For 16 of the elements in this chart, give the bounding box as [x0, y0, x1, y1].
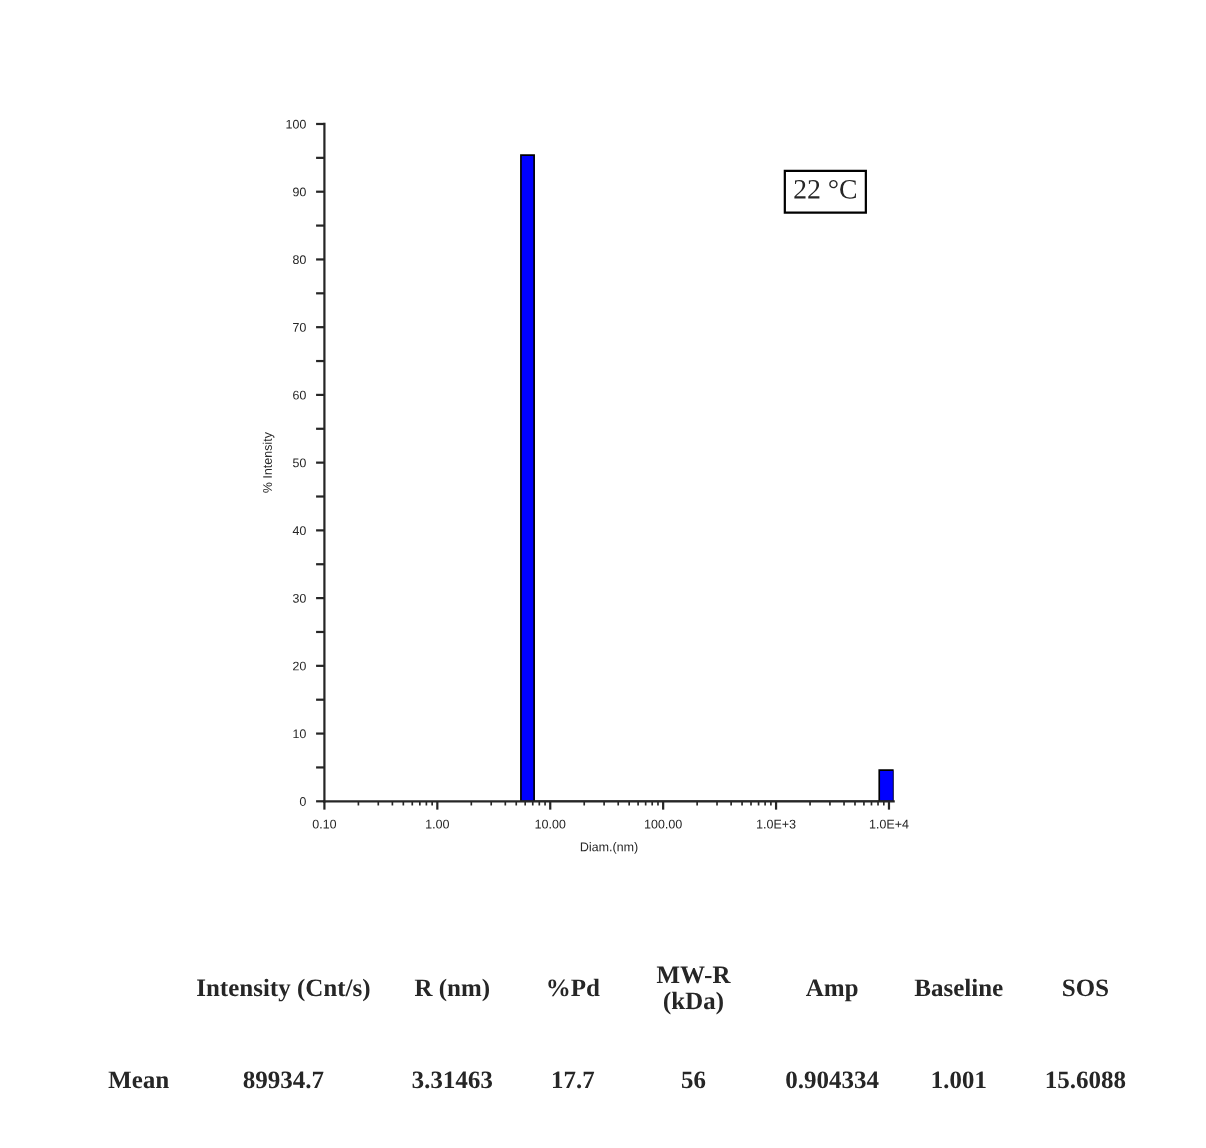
text: 56 — [681, 1071, 706, 1089]
text: %Pd — [548, 978, 600, 997]
text: Amp — [806, 979, 858, 1002]
annotation: 22 °C — [794, 179, 856, 199]
text: Baseline — [914, 978, 1003, 997]
text: 0.904334 — [786, 1071, 879, 1089]
text: 3.31463 — [412, 1071, 493, 1089]
text: 89934.7 — [243, 1071, 324, 1089]
text: Mean — [108, 1071, 169, 1089]
text: 15.6088 — [1046, 1071, 1126, 1089]
text: Intensity (Cnt/s) — [197, 978, 370, 1002]
text: 1.001 — [932, 1071, 986, 1089]
text: SOS — [1063, 979, 1108, 997]
text: 17.7 — [552, 1071, 595, 1089]
text: MW-R (kDa) — [656, 966, 731, 1015]
text: R (nm) — [414, 978, 489, 1002]
